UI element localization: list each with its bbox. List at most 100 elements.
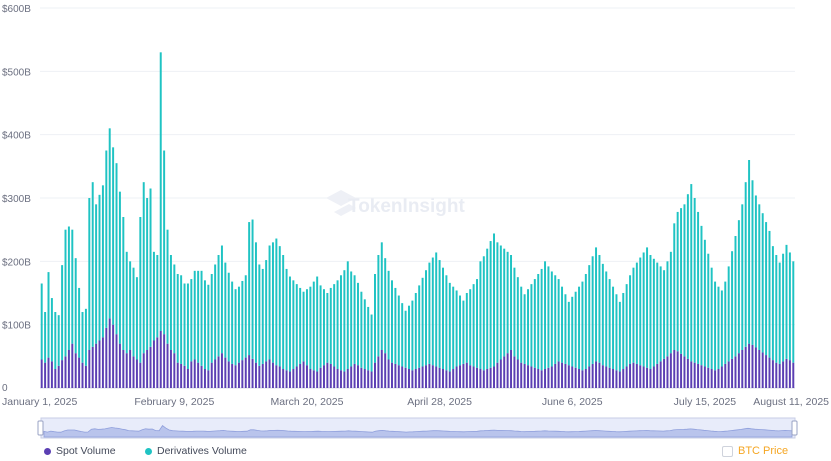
derivatives-bar[interactable] — [44, 312, 47, 363]
derivatives-bar[interactable] — [84, 308, 87, 366]
legend-item-derivatives[interactable]: Derivatives Volume — [145, 445, 247, 457]
derivatives-bar[interactable] — [377, 255, 380, 357]
derivatives-bar[interactable] — [652, 258, 655, 367]
derivatives-bar[interactable] — [717, 286, 720, 369]
spot-bar[interactable] — [486, 369, 489, 388]
spot-bar[interactable] — [309, 369, 312, 388]
spot-bar[interactable] — [98, 340, 101, 389]
derivatives-bar[interactable] — [544, 261, 547, 369]
derivatives-bar[interactable] — [363, 299, 366, 369]
spot-bar[interactable] — [176, 362, 179, 388]
derivatives-bar[interactable] — [778, 262, 781, 364]
navigator-right-handle[interactable] — [791, 420, 798, 436]
spot-bar[interactable] — [625, 366, 628, 388]
spot-bar[interactable] — [61, 360, 64, 388]
spot-bar[interactable] — [394, 363, 397, 388]
spot-bar[interactable] — [686, 358, 689, 388]
spot-bar[interactable] — [788, 360, 791, 388]
derivatives-bar[interactable] — [567, 301, 570, 366]
spot-bar[interactable] — [329, 363, 332, 388]
spot-bar[interactable] — [697, 363, 700, 388]
derivatives-bar[interactable] — [646, 247, 649, 368]
spot-bar[interactable] — [397, 365, 400, 388]
spot-bar[interactable] — [197, 362, 200, 388]
spot-bar[interactable] — [646, 367, 649, 388]
spot-bar[interactable] — [163, 334, 166, 388]
derivatives-bar[interactable] — [669, 251, 672, 354]
spot-bar[interactable] — [217, 356, 220, 388]
spot-bar[interactable] — [159, 331, 162, 388]
derivatives-bar[interactable] — [108, 128, 111, 319]
spot-bar[interactable] — [336, 369, 339, 388]
spot-bar[interactable] — [462, 363, 465, 388]
derivatives-bar[interactable] — [299, 287, 302, 364]
spot-bar[interactable] — [761, 352, 764, 388]
derivatives-bar[interactable] — [482, 256, 485, 371]
derivatives-bar[interactable] — [350, 271, 353, 367]
spot-bar[interactable] — [595, 361, 598, 388]
spot-bar[interactable] — [516, 359, 519, 389]
derivatives-bar[interactable] — [146, 198, 149, 350]
spot-bar[interactable] — [322, 365, 325, 388]
derivatives-bar[interactable] — [618, 301, 621, 372]
derivatives-bar[interactable] — [486, 248, 489, 369]
spot-bar[interactable] — [95, 343, 98, 388]
derivatives-bar[interactable] — [81, 312, 84, 363]
derivatives-bar[interactable] — [292, 280, 295, 369]
derivatives-bar[interactable] — [183, 283, 186, 366]
derivatives-bar[interactable] — [200, 270, 203, 366]
derivatives-bar[interactable] — [622, 293, 625, 369]
spot-bar[interactable] — [601, 365, 604, 388]
derivatives-bar[interactable] — [353, 275, 356, 364]
derivatives-bar[interactable] — [40, 283, 43, 360]
spot-bar[interactable] — [125, 353, 128, 388]
spot-bar[interactable] — [186, 369, 189, 388]
derivatives-bar[interactable] — [254, 242, 257, 363]
derivatives-bar[interactable] — [448, 282, 451, 372]
spot-bar[interactable] — [115, 334, 118, 388]
spot-bar[interactable] — [683, 356, 686, 388]
spot-bar[interactable] — [642, 366, 645, 388]
spot-bar[interactable] — [132, 356, 135, 388]
spot-bar[interactable] — [81, 362, 84, 388]
spot-bar[interactable] — [465, 362, 468, 388]
spot-bar[interactable] — [479, 369, 482, 388]
derivatives-bar[interactable] — [428, 262, 431, 364]
spot-bar[interactable] — [690, 361, 693, 388]
derivatives-bar[interactable] — [540, 268, 543, 371]
derivatives-bar[interactable] — [346, 261, 349, 369]
spot-bar[interactable] — [629, 363, 632, 388]
derivatives-bar[interactable] — [714, 281, 717, 371]
derivatives-bar[interactable] — [537, 274, 540, 369]
derivatives-bar[interactable] — [754, 195, 757, 348]
spot-bar[interactable] — [214, 359, 217, 389]
spot-bar[interactable] — [703, 366, 706, 388]
derivatives-bar[interactable] — [268, 245, 271, 360]
spot-bar[interactable] — [146, 350, 149, 388]
derivatives-bar[interactable] — [506, 251, 509, 354]
spot-bar[interactable] — [180, 363, 183, 388]
derivatives-bar[interactable] — [584, 274, 587, 369]
derivatives-bar[interactable] — [302, 291, 305, 362]
derivatives-bar[interactable] — [98, 194, 101, 341]
derivatives-bar[interactable] — [394, 287, 397, 364]
derivatives-bar[interactable] — [173, 264, 176, 354]
derivatives-bar[interactable] — [176, 274, 179, 363]
derivatives-bar[interactable] — [95, 204, 98, 344]
spot-bar[interactable] — [203, 369, 206, 388]
derivatives-bar[interactable] — [649, 255, 652, 369]
derivatives-bar[interactable] — [207, 284, 210, 371]
spot-bar[interactable] — [663, 358, 666, 388]
spot-bar[interactable] — [414, 369, 417, 388]
spot-bar[interactable] — [656, 363, 659, 388]
derivatives-bar[interactable] — [659, 266, 662, 362]
derivatives-bar[interactable] — [316, 276, 319, 372]
derivatives-bar[interactable] — [489, 241, 492, 368]
derivatives-bar[interactable] — [139, 217, 142, 363]
derivatives-bar[interactable] — [632, 267, 635, 363]
derivatives-bar[interactable] — [214, 264, 217, 360]
derivatives-bar[interactable] — [472, 284, 475, 367]
derivatives-bar[interactable] — [476, 279, 478, 368]
spot-bar[interactable] — [339, 370, 342, 388]
spot-bar[interactable] — [557, 361, 560, 388]
